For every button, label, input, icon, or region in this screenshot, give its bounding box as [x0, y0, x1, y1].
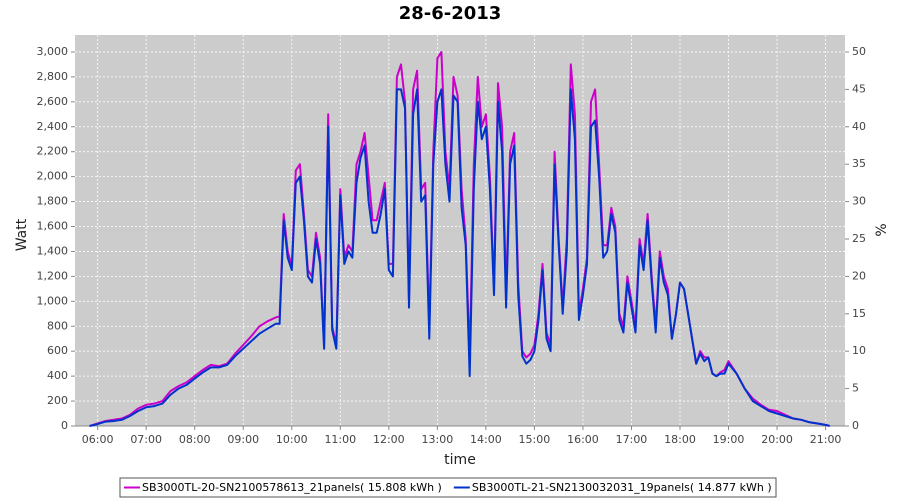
x-tick-label: 08:00: [179, 433, 211, 446]
y-tick-label: 1,600: [37, 220, 69, 233]
y2-tick-label: 40: [852, 120, 866, 133]
y-tick-label: 800: [47, 319, 68, 332]
y-tick-label: 600: [47, 344, 68, 357]
x-axis-title: time: [444, 452, 476, 468]
y2-tick-label: 35: [852, 157, 866, 170]
x-tick-label: 19:00: [713, 433, 745, 446]
legend-label: SB3000TL-20-SN2100578613_21panels( 15.80…: [142, 481, 442, 494]
y2-tick-label: 30: [852, 195, 866, 208]
legend-label: SB3000TL-21-SN2130032031_19panels( 14.87…: [472, 481, 772, 494]
x-tick-label: 18:00: [664, 433, 696, 446]
y2-tick-label: 15: [852, 307, 866, 320]
y-tick-label: 2,800: [37, 70, 69, 83]
x-tick-label: 13:00: [422, 433, 454, 446]
y-tick-label: 1,800: [37, 195, 69, 208]
x-tick-label: 17:00: [616, 433, 648, 446]
x-tick-label: 11:00: [324, 433, 356, 446]
y2-tick-label: 20: [852, 269, 866, 282]
chart-title: 28-6-2013: [399, 3, 502, 24]
x-tick-label: 16:00: [567, 433, 599, 446]
y-tick-label: 1,000: [37, 294, 69, 307]
y-tick-label: 0: [61, 419, 68, 432]
y2-axis-title: %: [874, 223, 890, 236]
y-axis-title: Watt: [14, 218, 30, 251]
x-tick-label: 21:00: [810, 433, 842, 446]
y2-tick-label: 45: [852, 82, 866, 95]
y2-tick-label: 5: [852, 382, 859, 395]
x-tick-label: 14:00: [470, 433, 502, 446]
x-tick-label: 12:00: [373, 433, 405, 446]
plot-area: [75, 35, 845, 426]
series-line: [89, 88, 830, 427]
y-tick-label: 400: [47, 369, 68, 382]
y2-tick-label: 50: [852, 45, 866, 58]
x-tick-label: 07:00: [130, 433, 162, 446]
x-tick-label: 09:00: [227, 433, 259, 446]
x-tick-label: 20:00: [761, 433, 793, 446]
legend-box: [119, 477, 777, 498]
y2-tick-label: 25: [852, 232, 866, 245]
x-tick-label: 10:00: [276, 433, 308, 446]
y-tick-label: 2,400: [37, 120, 69, 133]
y2-tick-label: 10: [852, 344, 866, 357]
y-tick-label: 2,000: [37, 170, 69, 183]
x-tick-label: 06:00: [82, 433, 114, 446]
y-tick-label: 2,200: [37, 145, 69, 158]
y2-tick-label: 0: [852, 419, 859, 432]
y-tick-label: 1,400: [37, 244, 69, 257]
x-tick-label: 15:00: [519, 433, 551, 446]
y-tick-label: 200: [47, 394, 68, 407]
y-tick-label: 3,000: [37, 45, 69, 58]
y-tick-label: 1,200: [37, 269, 69, 282]
y-tick-label: 2,600: [37, 95, 69, 108]
